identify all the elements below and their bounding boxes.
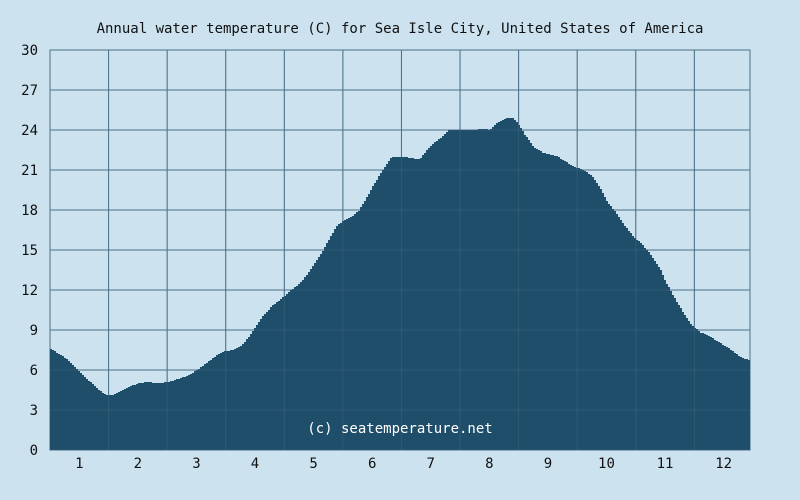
y-tick-label: 27 [21, 83, 38, 99]
x-tick-label: 10 [598, 456, 615, 472]
y-tick-label: 9 [30, 323, 38, 339]
y-tick-label: 6 [30, 363, 38, 379]
x-tick-label: 9 [544, 456, 552, 472]
y-tick-label: 18 [21, 203, 38, 219]
y-tick-label: 3 [30, 403, 38, 419]
y-tick-label: 12 [21, 283, 38, 299]
y-tick-label: 0 [30, 443, 38, 459]
x-tick-label: 3 [192, 456, 200, 472]
copyright-annotation: (c) seatemperature.net [307, 421, 492, 437]
x-tick-label: 4 [251, 456, 259, 472]
x-tick-label: 11 [657, 456, 674, 472]
y-tick-label: 21 [21, 163, 38, 179]
y-axis-ticks: 0 3 6 9 12 15 18 21 24 27 30 [21, 43, 38, 459]
chart-title: Annual water temperature (C) for Sea Isl… [97, 21, 704, 37]
x-tick-label: 5 [309, 456, 317, 472]
x-tick-label: 2 [134, 456, 142, 472]
y-tick-label: 30 [21, 43, 38, 59]
x-axis-ticks: 1 2 3 4 5 6 7 8 9 10 11 12 [75, 456, 732, 472]
y-tick-label: 15 [21, 243, 38, 259]
x-tick-label: 1 [75, 456, 83, 472]
x-tick-label: 6 [368, 456, 376, 472]
grid-over-area [50, 49, 750, 451]
y-tick-label: 24 [21, 123, 38, 139]
x-tick-label: 12 [715, 456, 732, 472]
x-tick-label: 8 [485, 456, 493, 472]
x-tick-label: 7 [427, 456, 435, 472]
temperature-area [50, 118, 750, 450]
